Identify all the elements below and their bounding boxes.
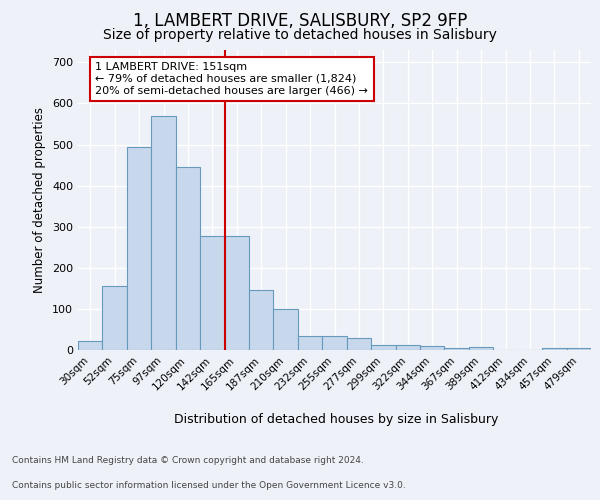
Text: Size of property relative to detached houses in Salisbury: Size of property relative to detached ho… <box>103 28 497 42</box>
Text: 1 LAMBERT DRIVE: 151sqm
← 79% of detached houses are smaller (1,824)
20% of semi: 1 LAMBERT DRIVE: 151sqm ← 79% of detache… <box>95 62 368 96</box>
Bar <box>322 336 347 350</box>
Bar <box>566 348 591 350</box>
Text: 1, LAMBERT DRIVE, SALISBURY, SP2 9FP: 1, LAMBERT DRIVE, SALISBURY, SP2 9FP <box>133 12 467 30</box>
Bar <box>542 348 566 350</box>
Bar <box>469 347 493 350</box>
Bar <box>151 116 176 350</box>
Bar <box>395 344 420 350</box>
Bar <box>249 290 274 350</box>
Bar <box>127 146 151 350</box>
Bar <box>445 348 469 350</box>
Text: Distribution of detached houses by size in Salisbury: Distribution of detached houses by size … <box>174 412 498 426</box>
Y-axis label: Number of detached properties: Number of detached properties <box>34 107 46 293</box>
Bar <box>420 346 445 350</box>
Bar <box>200 236 224 350</box>
Bar <box>298 336 322 350</box>
Bar <box>103 286 127 350</box>
Bar <box>347 338 371 350</box>
Bar <box>176 167 200 350</box>
Bar <box>78 341 103 350</box>
Text: Contains HM Land Registry data © Crown copyright and database right 2024.: Contains HM Land Registry data © Crown c… <box>12 456 364 465</box>
Bar <box>274 310 298 350</box>
Text: Contains public sector information licensed under the Open Government Licence v3: Contains public sector information licen… <box>12 481 406 490</box>
Bar <box>371 344 395 350</box>
Bar <box>224 236 249 350</box>
